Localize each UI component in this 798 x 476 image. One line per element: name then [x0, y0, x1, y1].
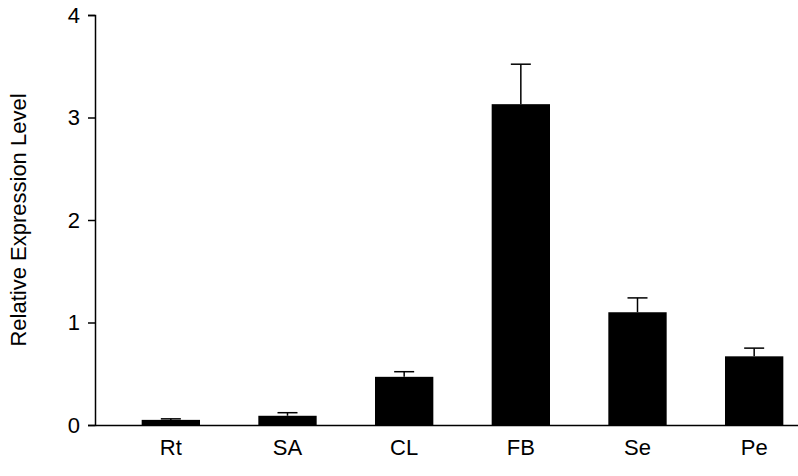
- bar: [258, 416, 316, 425]
- x-tick: Pe: [741, 425, 768, 460]
- x-tick-label: CL: [390, 435, 418, 460]
- error-cap: [394, 371, 414, 373]
- y-tick-label: 0: [68, 413, 80, 438]
- x-tick: CL: [390, 425, 418, 460]
- y-tick-mark: [88, 220, 95, 222]
- y-tick-mark: [88, 117, 95, 119]
- bar: [142, 420, 200, 425]
- x-axis: Rt SA CL FB Se Pe: [96, 425, 798, 460]
- y-tick-mark: [88, 322, 95, 324]
- x-tick-label: Pe: [741, 435, 768, 460]
- y-tick: 4: [68, 3, 95, 28]
- error-cap: [628, 297, 648, 299]
- x-tick-label: Se: [624, 435, 651, 460]
- y-tick: 2: [68, 208, 95, 233]
- y-tick-label: 4: [68, 3, 80, 28]
- error-bar: [394, 372, 414, 377]
- chart: 0 1 2 3 4 Rt SA CL FB Se Pe Relative Expression Lev…: [0, 0, 798, 476]
- error-stem: [520, 64, 522, 104]
- y-tick-label: 2: [68, 208, 80, 233]
- error-cap: [161, 418, 181, 420]
- error-cap: [511, 63, 531, 65]
- y-tick-mark: [88, 425, 95, 427]
- error-stem: [637, 298, 639, 312]
- y-tick: 1: [68, 310, 95, 335]
- error-stem: [753, 348, 755, 356]
- bar: [725, 356, 783, 425]
- bar: [492, 104, 550, 425]
- error-stem: [403, 372, 405, 377]
- x-tick: Se: [624, 425, 651, 460]
- bar: [608, 312, 666, 425]
- x-tick: Rt: [160, 425, 182, 460]
- x-axis-line: [96, 425, 798, 427]
- error-cap: [744, 347, 764, 349]
- error-bar: [628, 298, 648, 312]
- y-axis: 0 1 2 3 4: [68, 3, 96, 438]
- bar: [375, 377, 433, 425]
- y-tick: 0: [68, 413, 95, 438]
- x-tick-label: FB: [507, 435, 535, 460]
- error-cap: [278, 412, 298, 414]
- error-bar: [161, 419, 181, 420]
- y-axis-title: Relative Expression Level: [6, 93, 31, 346]
- x-tick: SA: [273, 425, 303, 460]
- error-bar: [744, 348, 764, 356]
- y-tick-label: 1: [68, 310, 80, 335]
- plot-area: [142, 64, 784, 425]
- y-tick-label: 3: [68, 105, 80, 130]
- error-bar: [278, 413, 298, 416]
- y-tick-mark: [88, 15, 95, 17]
- x-tick: FB: [507, 425, 535, 460]
- y-axis-line: [88, 16, 96, 426]
- y-tick: 3: [68, 105, 95, 130]
- x-tick-label: Rt: [160, 435, 182, 460]
- x-tick-label: SA: [273, 435, 303, 460]
- error-bar: [511, 64, 531, 104]
